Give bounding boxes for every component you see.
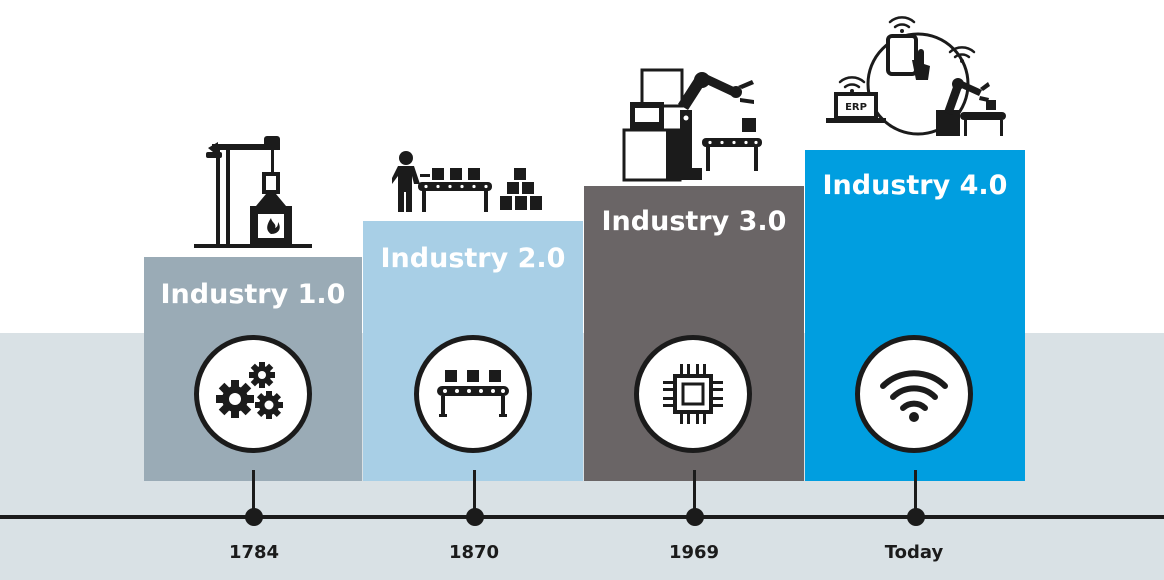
timeline-dot	[245, 508, 263, 526]
stage-date: 1870	[448, 542, 500, 563]
stage-date: Today	[884, 542, 944, 563]
emblem-circle	[194, 335, 312, 453]
stage-title: Industry 3.0	[601, 206, 787, 237]
connected-factory-icon: ERP	[826, 16, 1006, 136]
wifi-icon	[880, 370, 948, 422]
robot-arm-icon	[622, 68, 762, 182]
conveyor-belt-icon	[437, 370, 509, 417]
timeline-dot	[466, 508, 484, 526]
emblem-circle	[414, 335, 532, 453]
timeline-stem	[473, 470, 476, 518]
emblem-circle	[855, 335, 973, 453]
timeline-dot	[686, 508, 704, 526]
timeline-dot	[907, 508, 925, 526]
stage-industry-2: Industry 2.0	[363, 221, 583, 481]
gears-icon	[216, 362, 283, 419]
steam-engine-icon	[194, 136, 312, 248]
stage-title: Industry 4.0	[822, 170, 1008, 201]
stage-title: Industry 1.0	[160, 279, 346, 310]
timeline-axis	[0, 515, 1164, 519]
microchip-icon	[663, 364, 723, 424]
stage-date: 1784	[228, 542, 280, 563]
timeline-stem	[914, 470, 917, 518]
stage-date: 1969	[668, 542, 720, 563]
assembly-line-icon	[392, 151, 542, 212]
stage-title: Industry 2.0	[380, 243, 566, 274]
erp-label: ERP	[845, 102, 867, 113]
emblem-circle	[634, 335, 752, 453]
timeline-stem	[252, 470, 255, 518]
timeline-stem	[693, 470, 696, 518]
